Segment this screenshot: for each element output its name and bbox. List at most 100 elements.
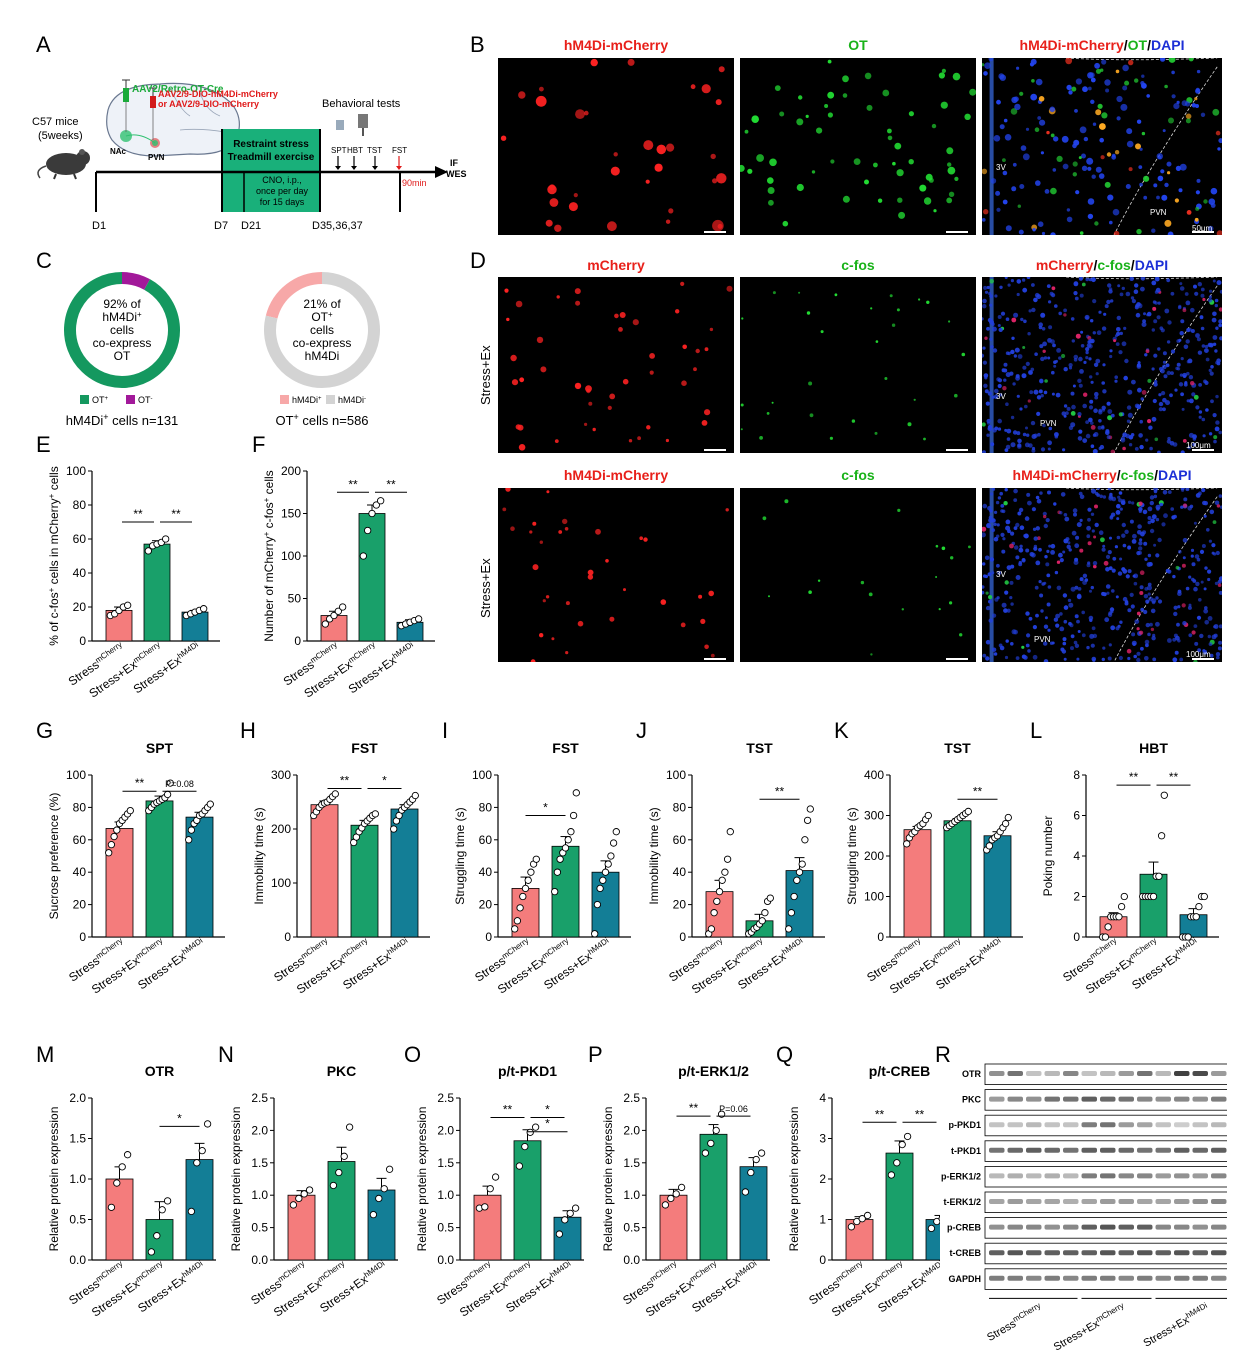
- blot-band: [989, 1071, 1005, 1076]
- cell-dot: [877, 198, 883, 203]
- cell-dot: [1098, 530, 1104, 535]
- cell-dot: [1155, 596, 1159, 600]
- cell-dot: [1139, 538, 1143, 542]
- cell-dot: [1078, 429, 1083, 434]
- cell-dot: [1151, 636, 1156, 641]
- donut-text: hM4Di+: [102, 310, 142, 325]
- y-tick-label: 3: [819, 1132, 826, 1146]
- cell-dot: [649, 353, 655, 359]
- cell-dot: [1190, 381, 1195, 386]
- cell-dot: [1050, 550, 1055, 555]
- cell-dot: [1196, 69, 1201, 74]
- cell-dot: [1058, 552, 1063, 558]
- cell-dot: [718, 66, 725, 73]
- cell-dot: [1178, 549, 1182, 554]
- cell-dot: [1195, 87, 1200, 93]
- cell-dot: [999, 74, 1006, 81]
- cell-dot: [1015, 374, 1020, 379]
- cell-dot: [1047, 338, 1052, 343]
- cell-dot: [1107, 550, 1112, 555]
- cell-dot: [1051, 370, 1055, 375]
- cell-dot: [1027, 332, 1031, 336]
- cell-dot: [982, 360, 987, 365]
- cell-dot: [1209, 509, 1215, 515]
- cell-dot: [1167, 638, 1172, 643]
- cell-dot: [989, 337, 993, 341]
- cell-dot: [1203, 587, 1207, 591]
- cell-dot: [716, 173, 727, 184]
- cell-dot: [1081, 633, 1086, 638]
- y-tick-label: 1.5: [437, 1156, 454, 1170]
- cell-dot: [1062, 637, 1067, 642]
- cell-dot: [1125, 574, 1130, 579]
- panel-label-l: L: [1030, 718, 1043, 743]
- cell-dot: [1039, 119, 1046, 126]
- cell-dot: [1215, 550, 1220, 556]
- cell-dot: [1219, 505, 1222, 509]
- cell-dot: [1056, 155, 1063, 162]
- cell-dot: [551, 637, 555, 641]
- cell-dot: [1091, 174, 1096, 179]
- cell-dot: [680, 622, 686, 628]
- cell-dot: [1195, 206, 1200, 211]
- cell-dot: [1121, 286, 1125, 291]
- cell-dot: [1105, 554, 1111, 559]
- y-axis-label: Relative protein expression: [47, 1107, 61, 1252]
- cell-dot: [798, 291, 801, 294]
- cell-dot: [756, 154, 764, 162]
- cell-dot: [1103, 560, 1109, 566]
- cell-dot: [1151, 367, 1155, 371]
- cell-dot: [1161, 391, 1166, 396]
- cell-dot: [584, 422, 588, 426]
- day-label-2: D21: [241, 220, 261, 232]
- cell-dot: [1050, 232, 1056, 235]
- cell-dot: [1042, 349, 1046, 353]
- cell-dot: [1161, 364, 1167, 370]
- blot-band: [1174, 1122, 1190, 1128]
- cell-dot: [1208, 298, 1213, 303]
- cell-dot: [1182, 537, 1188, 543]
- cell-dot: [1124, 358, 1129, 364]
- blot-band: [1155, 1147, 1171, 1153]
- blot-band: [1155, 1071, 1171, 1076]
- cell-dot: [991, 571, 995, 575]
- cell-dot: [1194, 97, 1198, 101]
- cell-dot: [1151, 228, 1156, 233]
- legend-label: hM4Di+: [292, 395, 322, 405]
- box-label-2: Treadmill exercise: [228, 152, 315, 163]
- cell-dot: [1092, 299, 1097, 304]
- cell-dot: [1074, 614, 1079, 619]
- cell-dot: [1013, 96, 1019, 102]
- cell-dot: [952, 72, 961, 81]
- cell-dot: [1218, 576, 1222, 582]
- cell-dot: [1065, 58, 1073, 65]
- cell-dot: [1063, 538, 1069, 544]
- cell-dot: [1009, 596, 1013, 600]
- cell-dot: [1144, 557, 1148, 561]
- blot-band: [1044, 1071, 1060, 1076]
- cell-dot: [1207, 569, 1212, 574]
- data-point: [289, 1201, 298, 1209]
- cell-dot: [1212, 413, 1217, 418]
- blot-band: [1155, 1250, 1171, 1256]
- cell-dot: [1180, 488, 1185, 491]
- cell-dot: [1200, 580, 1204, 584]
- cell-dot: [1081, 282, 1086, 287]
- cell-dot: [1020, 145, 1027, 151]
- significance-label: **: [348, 477, 358, 491]
- cell-dot: [959, 633, 963, 637]
- cell-dot: [808, 381, 813, 386]
- cell-dot: [982, 653, 987, 658]
- bar: [885, 1152, 914, 1261]
- y-tick-label: 0.0: [69, 1253, 86, 1267]
- cell-dot: [1212, 279, 1216, 283]
- cell-dot: [1025, 643, 1030, 648]
- y-tick-label: 300: [271, 768, 291, 782]
- cell-dot: [1167, 171, 1171, 175]
- test-label-0: SPT: [331, 146, 347, 155]
- y-axis-label: % of c-fos+ cells in mCherry+ cells: [47, 466, 62, 645]
- cell-dot: [1172, 657, 1178, 662]
- 3v-label: 3V: [996, 163, 1006, 172]
- cell-dot: [1075, 535, 1080, 540]
